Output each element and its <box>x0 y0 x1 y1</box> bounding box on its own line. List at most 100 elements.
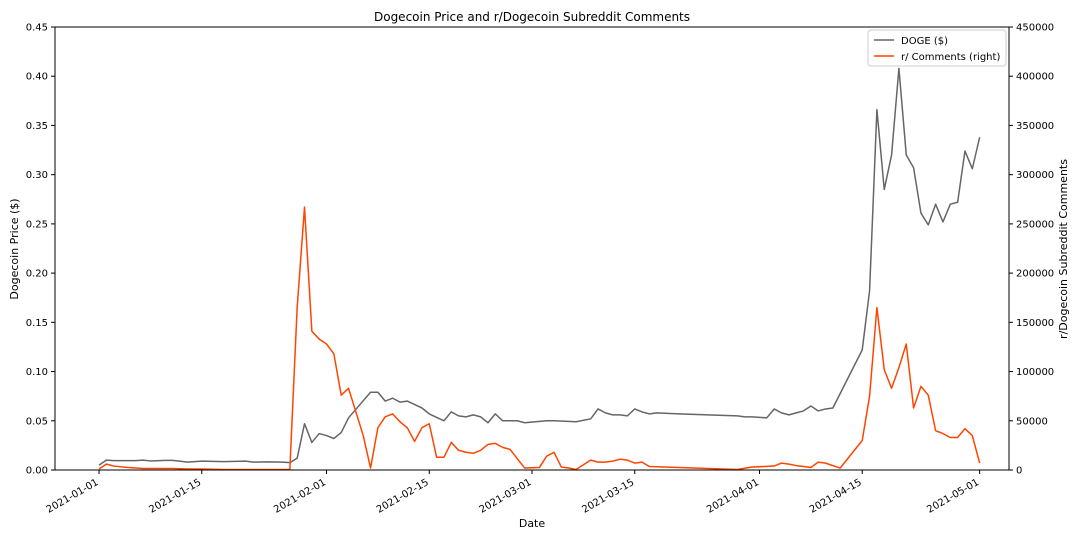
data-point-doge <box>128 460 130 462</box>
data-point-comments <box>436 456 438 458</box>
data-point-comments <box>524 467 526 469</box>
data-point-doge <box>517 420 519 422</box>
data-point-doge <box>428 413 430 415</box>
data-point-comments <box>172 468 174 470</box>
left-y-axis-ticks: 0.00 0.05 0.10 0.15 0.20 0.25 0.30 0.35 0.40 0.45 <box>26 23 55 477</box>
data-point-doge <box>495 413 497 415</box>
data-point-doge <box>348 417 350 419</box>
data-point-doge <box>869 290 871 292</box>
data-point-doge <box>957 201 959 203</box>
data-point-comments <box>949 437 951 439</box>
data-point-comments <box>392 413 394 415</box>
right-y-tick-label: 250000 <box>1016 219 1054 230</box>
data-point-comments <box>634 462 636 464</box>
legend-label-comments: r/ Comments (right) <box>901 52 1000 63</box>
data-point-doge <box>142 459 144 461</box>
data-point-doge <box>737 415 739 417</box>
data-point-doge <box>979 136 981 138</box>
data-point-comments <box>142 468 144 470</box>
data-point-doge <box>972 168 974 170</box>
data-point-comments <box>861 440 863 442</box>
data-point-comments <box>304 206 306 208</box>
data-point-doge <box>245 460 247 462</box>
left-y-tick-label: 0.35 <box>26 121 48 132</box>
data-point-doge <box>318 433 320 435</box>
data-point-comments <box>619 458 621 460</box>
data-point-comments <box>605 461 607 463</box>
data-point-comments <box>678 467 680 469</box>
left-y-tick-label: 0.45 <box>26 23 48 34</box>
left-y-axis-label: Dogecoin Price ($) <box>8 198 21 299</box>
plot-frame <box>54 26 1010 471</box>
data-point-doge <box>106 459 108 461</box>
data-point-comments <box>898 367 900 369</box>
data-point-comments <box>480 450 482 452</box>
data-point-doge <box>406 400 408 402</box>
data-point-doge <box>392 397 394 399</box>
data-point-comments <box>487 444 489 446</box>
data-point-comments <box>803 466 805 468</box>
data-point-doge <box>186 461 188 463</box>
data-point-comments <box>458 450 460 452</box>
data-point-doge <box>935 203 937 205</box>
data-point-comments <box>326 343 328 345</box>
data-point-comments <box>751 466 753 468</box>
data-point-doge <box>619 414 621 416</box>
data-point-doge <box>377 391 379 393</box>
left-y-tick-label: 0.20 <box>26 269 48 280</box>
data-point-doge <box>817 410 819 412</box>
right-y-tick-label: 300000 <box>1016 170 1054 181</box>
left-y-tick-label: 0.05 <box>26 416 48 427</box>
data-point-doge <box>113 460 115 462</box>
data-point-doge <box>634 408 636 410</box>
right-y-axis-label: r/Dogecoin Subreddit Comments <box>1057 159 1070 339</box>
data-point-comments <box>641 461 643 463</box>
data-point-comments <box>553 451 555 453</box>
data-point-doge <box>832 407 834 409</box>
data-point-comments <box>876 307 878 309</box>
data-point-doge <box>825 408 827 410</box>
data-point-doge <box>311 442 313 444</box>
data-point-comments <box>964 428 966 430</box>
data-point-doge <box>590 418 592 420</box>
data-point-comments <box>788 463 790 465</box>
data-point-comments <box>377 427 379 429</box>
data-point-comments <box>106 463 108 465</box>
data-point-comments <box>348 387 350 389</box>
data-point-comments <box>157 468 159 470</box>
chart-title: Dogecoin Price and r/Dogecoin Subreddit … <box>374 10 690 24</box>
data-point-doge <box>553 420 555 422</box>
left-y-tick-label: 0.00 <box>26 466 48 477</box>
data-point-comments <box>421 427 423 429</box>
data-point-comments <box>810 467 812 469</box>
data-point-doge <box>458 415 460 417</box>
data-point-comments <box>399 421 401 423</box>
data-point-doge <box>920 212 922 214</box>
data-point-comments <box>539 467 541 469</box>
data-point-doge <box>627 415 629 417</box>
data-point-comments <box>296 307 298 309</box>
data-point-comments <box>370 467 372 469</box>
data-point-comments <box>561 466 563 468</box>
plot-area <box>98 67 981 471</box>
data-point-comments <box>568 467 570 469</box>
right-y-tick-label: 150000 <box>1016 318 1054 329</box>
data-point-comments <box>773 465 775 467</box>
left-y-tick-label: 0.40 <box>26 72 48 83</box>
right-y-tick-label: 50000 <box>1016 416 1048 427</box>
data-point-comments <box>546 455 548 457</box>
data-point-doge <box>487 422 489 424</box>
data-point-doge <box>927 224 929 226</box>
data-point-doge <box>326 435 328 437</box>
data-point-doge <box>766 417 768 419</box>
data-point-doge <box>649 413 651 415</box>
data-point-comments <box>825 462 827 464</box>
data-point-comments <box>920 386 922 388</box>
data-point-comments <box>428 423 430 425</box>
data-point-doge <box>788 414 790 416</box>
data-point-doge <box>898 68 900 70</box>
left-y-tick-label: 0.25 <box>26 219 48 230</box>
data-point-doge <box>751 416 753 418</box>
